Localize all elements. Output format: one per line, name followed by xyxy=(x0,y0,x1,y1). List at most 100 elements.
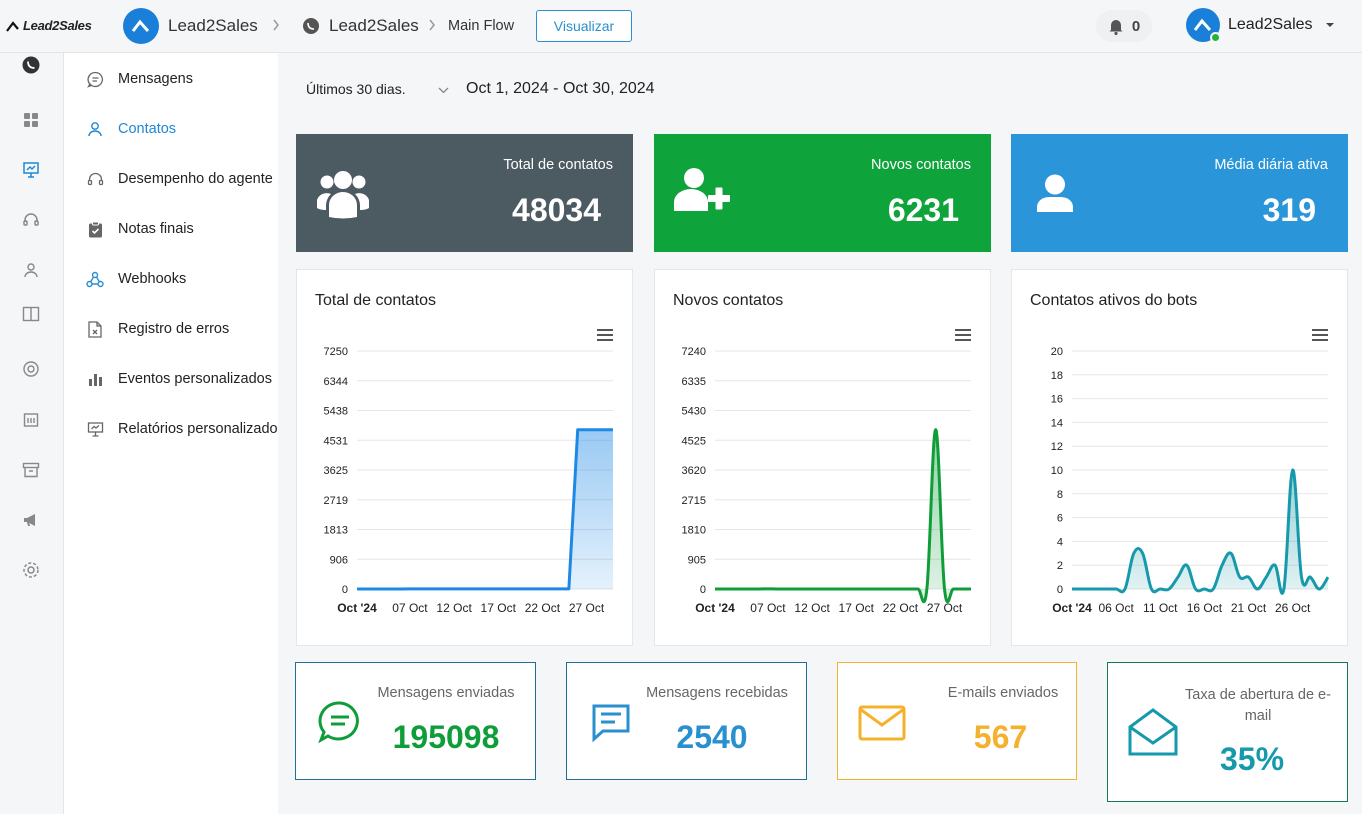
settings-gear-icon[interactable] xyxy=(20,559,42,581)
kpi-value: 567 xyxy=(973,719,1028,755)
user-plus-icon xyxy=(674,167,730,218)
y-tick-label: 14 xyxy=(1051,417,1063,429)
envelope-icon xyxy=(858,705,906,746)
submenu-item-contatos[interactable]: Contatos xyxy=(86,117,176,141)
book-open-icon[interactable] xyxy=(20,303,42,325)
chart-title: Contatos ativos do bots xyxy=(1030,292,1198,309)
submenu-item-desempenho-agente[interactable]: Desempenho do agente xyxy=(86,167,273,191)
series-line xyxy=(714,428,971,604)
series-line xyxy=(357,428,613,591)
top-bar: Lead2Sales Lead2Sales Lead2Sales Main Fl… xyxy=(0,0,1362,53)
user-icon[interactable] xyxy=(20,259,42,281)
kpi-value: 195098 xyxy=(392,719,500,755)
series-area xyxy=(1072,469,1328,594)
breadcrumb-flow[interactable]: Main Flow xyxy=(448,8,514,44)
kpi-card-mensagens-recebidas: Mensagens recebidas 2540 xyxy=(566,662,807,780)
calendar-icon[interactable] xyxy=(20,409,42,431)
x-tick-label: 21 Oct xyxy=(1231,601,1267,615)
x-tick-label: 27 Oct xyxy=(569,601,605,615)
y-tick-label: 2715 xyxy=(682,495,706,507)
headset-icon xyxy=(86,170,104,188)
submenu-label: Notas finais xyxy=(118,221,194,237)
reports-presentation-icon[interactable] xyxy=(20,159,42,181)
caret-down-icon xyxy=(1325,23,1334,27)
breadcrumb-item: Main Flow xyxy=(448,18,515,34)
chevron-right-icon xyxy=(428,18,436,34)
kpi-label: Taxa de abertura de e-mail xyxy=(1185,687,1331,724)
submenu-label: Relatórios personalizado xyxy=(118,421,278,437)
chat-bubble-icon xyxy=(86,70,104,88)
submenu-label: Mensagens xyxy=(118,71,193,87)
x-tick-label: 26 Oct xyxy=(1275,601,1311,615)
submenu-label: Registro de erros xyxy=(118,321,230,337)
brand-logo[interactable]: Lead2Sales xyxy=(6,18,92,33)
y-tick-label: 0 xyxy=(700,584,706,596)
stat-label: Média diária ativa xyxy=(1214,157,1328,173)
archive-icon[interactable] xyxy=(20,459,42,481)
x-tick-label: 07 Oct xyxy=(392,601,428,615)
y-tick-label: 2 xyxy=(1057,560,1063,572)
kpi-label: E-mails enviados xyxy=(947,685,1059,701)
user-icon xyxy=(1035,174,1075,219)
envelope-open-icon xyxy=(1128,707,1178,762)
period-select[interactable]: Últimos 30 dias. xyxy=(306,81,406,97)
users-group-icon xyxy=(316,167,370,224)
stat-value: 48034 xyxy=(512,192,601,228)
chart-menu-icon[interactable] xyxy=(1312,329,1328,344)
x-tick-label: 22 Oct xyxy=(525,601,561,615)
chevron-down-icon[interactable] xyxy=(438,82,466,97)
date-range-picker[interactable]: Oct 1, 2024 - Oct 30, 2024 xyxy=(466,80,655,97)
logo-text: Lead2Sales xyxy=(23,18,92,33)
breadcrumb-workspace[interactable]: Lead2Sales xyxy=(123,8,258,44)
submenu-label: Eventos personalizados xyxy=(118,371,272,387)
y-tick-label: 0 xyxy=(342,584,348,596)
notifications-button[interactable]: 0 xyxy=(1096,10,1152,42)
megaphone-icon[interactable] xyxy=(20,509,42,531)
user-menu[interactable]: Lead2Sales xyxy=(1186,8,1335,43)
chart-menu-icon[interactable] xyxy=(955,329,971,344)
headset-icon[interactable] xyxy=(20,209,42,231)
y-tick-label: 18 xyxy=(1051,370,1063,382)
x-tick-label: Oct '24 xyxy=(337,601,377,615)
online-status-dot xyxy=(1210,32,1221,43)
submenu-label: Contatos xyxy=(118,121,177,137)
y-tick-label: 2719 xyxy=(324,495,348,507)
stat-card-novos-contatos: Novos contatos 6231 xyxy=(654,134,991,252)
submenu-item-registro-erros[interactable]: Registro de erros xyxy=(86,317,229,341)
chevron-right-icon xyxy=(272,18,280,34)
y-tick-label: 7250 xyxy=(324,346,348,358)
view-button[interactable]: Visualizar xyxy=(536,10,632,42)
submenu-item-mensagens[interactable]: Mensagens xyxy=(86,67,193,91)
series-line xyxy=(1071,468,1330,595)
y-tick-label: 12 xyxy=(1051,441,1063,453)
x-tick-label: Oct '24 xyxy=(695,601,735,615)
submenu-item-webhooks[interactable]: Webhooks xyxy=(86,267,186,291)
breadcrumb-channel[interactable]: Lead2Sales xyxy=(302,8,419,44)
stat-value: 6231 xyxy=(887,192,959,228)
y-tick-label: 6344 xyxy=(324,376,348,388)
stat-card-total-contatos: Total de contatos 48034 xyxy=(296,134,633,252)
x-tick-label: 16 Oct xyxy=(1187,601,1223,615)
y-tick-label: 6 xyxy=(1057,513,1063,525)
support-lifebuoy-icon[interactable] xyxy=(20,358,42,380)
y-tick-label: 4525 xyxy=(682,435,706,447)
chart-menu-icon[interactable] xyxy=(597,329,613,344)
y-tick-label: 5430 xyxy=(682,406,706,418)
submenu-item-notas-finais[interactable]: Notas finais xyxy=(86,217,194,241)
whatsapp-icon xyxy=(303,18,319,34)
submenu-item-eventos-personalizados[interactable]: Eventos personalizados xyxy=(86,367,272,391)
x-tick-label: 27 Oct xyxy=(927,601,963,615)
chart-novos-contatos: 7240 6335 5430 4525 3620 2715 1810 905 0 Oct '24 0… xyxy=(682,346,971,615)
y-tick-label: 1813 xyxy=(324,525,348,537)
logo-mark-icon xyxy=(6,20,19,32)
x-tick-label: 11 Oct xyxy=(1143,601,1178,615)
x-tick-label: 12 Oct xyxy=(794,601,830,615)
stat-label: Total de contatos xyxy=(503,157,613,173)
y-tick-label: 4531 xyxy=(324,435,348,447)
y-tick-label: 3620 xyxy=(682,465,706,477)
submenu-item-relatorios-personalizado[interactable]: Relatórios personalizado xyxy=(86,417,278,441)
dashboard-grid-icon[interactable] xyxy=(20,109,42,131)
x-tick-label: 06 Oct xyxy=(1098,601,1134,615)
whatsapp-icon[interactable] xyxy=(20,54,42,76)
